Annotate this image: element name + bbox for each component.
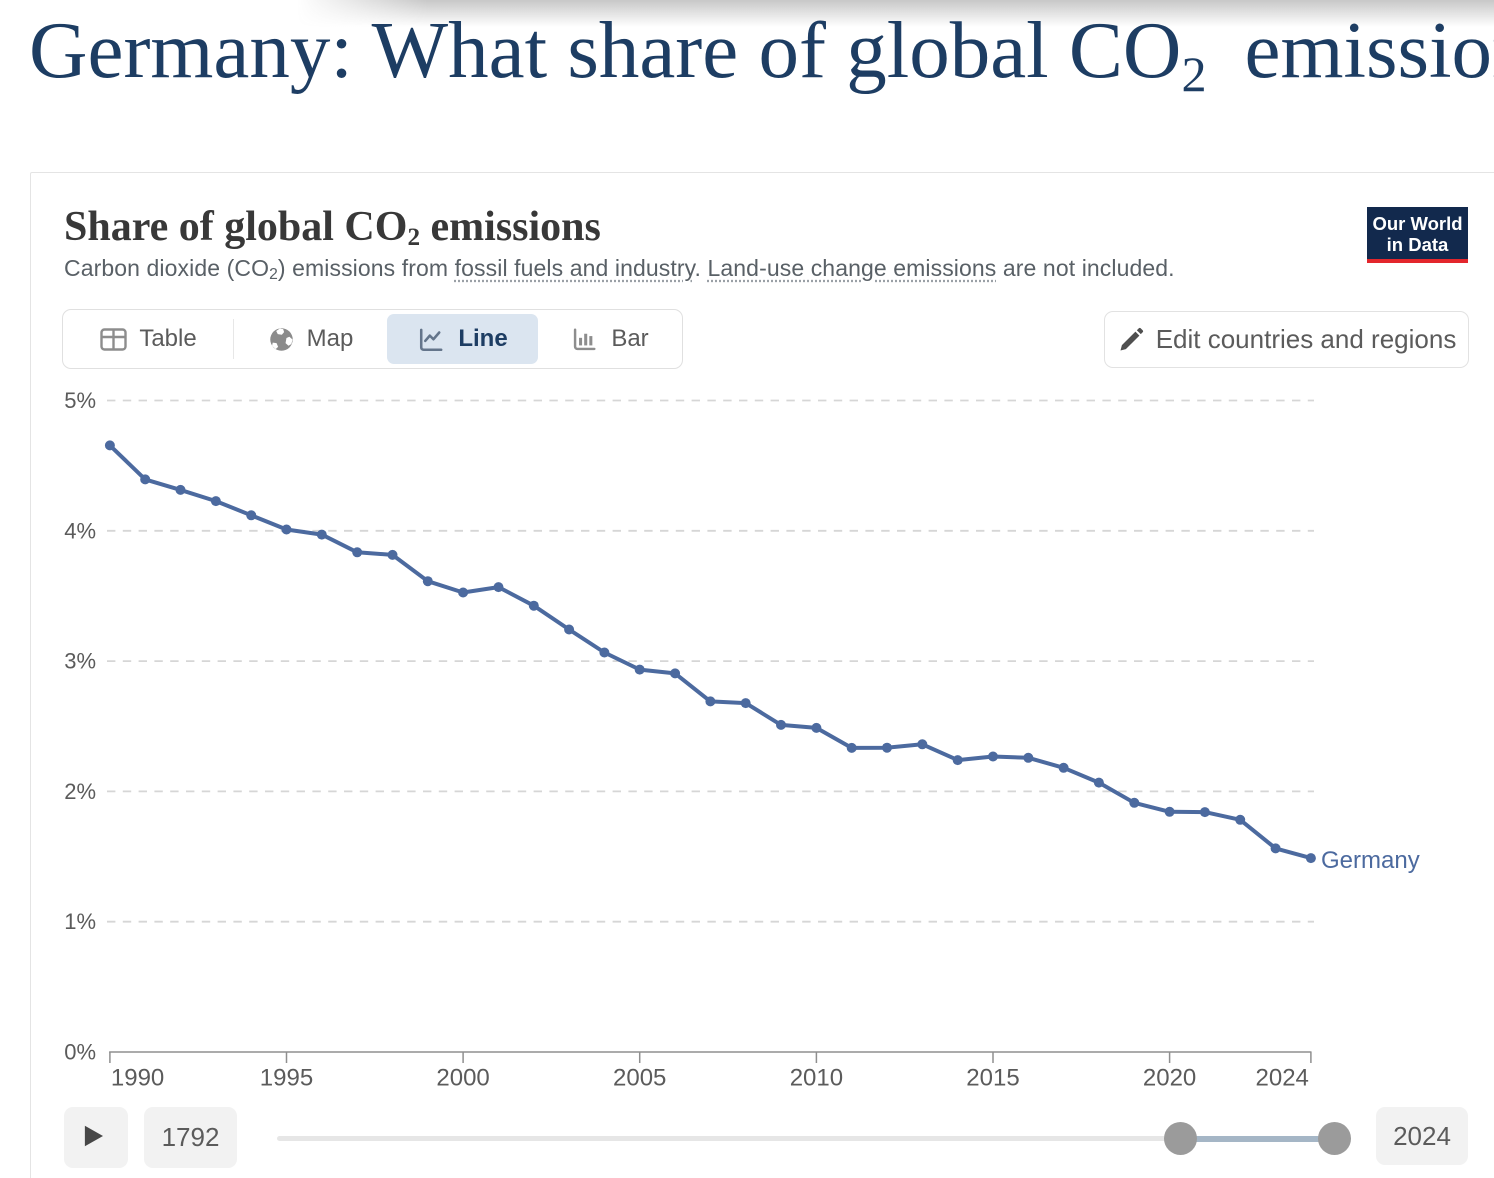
svg-text:4%: 4%: [64, 518, 96, 543]
svg-text:2020: 2020: [1143, 1065, 1196, 1092]
svg-text:0%: 0%: [64, 1040, 96, 1065]
svg-text:2005: 2005: [613, 1065, 666, 1092]
svg-text:1%: 1%: [64, 909, 96, 934]
svg-text:2000: 2000: [436, 1065, 489, 1092]
svg-text:2024: 2024: [1256, 1065, 1309, 1092]
svg-text:1995: 1995: [260, 1065, 313, 1092]
svg-text:Germany: Germany: [1321, 847, 1420, 874]
svg-text:2015: 2015: [966, 1065, 1019, 1092]
svg-text:1990: 1990: [111, 1065, 164, 1092]
svg-text:2%: 2%: [64, 779, 96, 804]
svg-text:2010: 2010: [790, 1065, 843, 1092]
svg-text:3%: 3%: [64, 649, 96, 674]
svg-text:5%: 5%: [64, 388, 96, 413]
